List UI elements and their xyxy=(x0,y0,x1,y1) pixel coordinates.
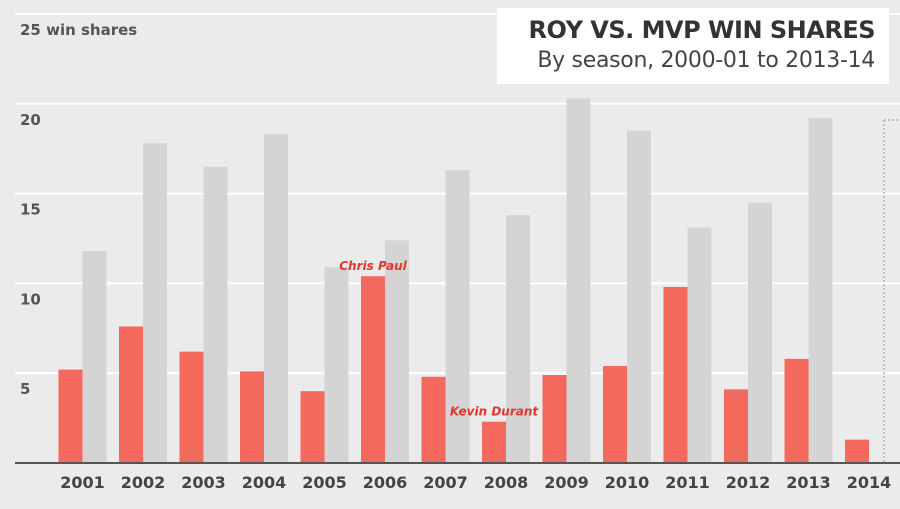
roy-bar xyxy=(240,371,264,463)
mvp-bar xyxy=(687,227,712,463)
bar-annotation: Kevin Durant xyxy=(450,405,540,419)
y-tick-label: 10 xyxy=(20,290,41,308)
roy-bar xyxy=(724,389,748,463)
roy-bar xyxy=(482,421,506,463)
roy-bar xyxy=(58,369,83,463)
bar-annotation: Chris Paul xyxy=(339,259,407,273)
x-tick-label: 2007 xyxy=(423,473,468,492)
bars xyxy=(58,98,900,464)
y-tick-label: 25 win shares xyxy=(20,21,137,39)
roy-bar xyxy=(663,286,688,463)
x-tick-label: 2001 xyxy=(60,473,105,492)
y-tick-label: 5 xyxy=(20,380,30,398)
x-tick-label: 2009 xyxy=(544,473,589,492)
roy-bar xyxy=(361,276,385,463)
mvp-bar xyxy=(324,267,349,463)
chart-title: ROY VS. MVP WIN SHARES xyxy=(528,16,876,44)
roy-bar xyxy=(179,351,204,463)
roy-bar xyxy=(542,374,567,463)
mvp-bar xyxy=(748,202,772,463)
x-tick-label: 2008 xyxy=(484,473,529,492)
y-tick-label: 15 xyxy=(20,201,41,219)
mvp-bar-placeholder xyxy=(883,119,900,464)
x-axis-labels: 2001 2002 2003 2004 2005 2006 2007 2008 2009 2010… xyxy=(60,473,891,492)
mvp-bar xyxy=(385,240,409,463)
mvp-bar xyxy=(82,251,107,463)
x-tick-label: 2010 xyxy=(605,473,650,492)
x-tick-label: 2013 xyxy=(786,473,831,492)
x-tick-label: 2004 xyxy=(242,473,287,492)
x-tick-label: 2011 xyxy=(665,473,710,492)
mvp-bar xyxy=(627,130,651,464)
y-axis-labels: 25 win shares 20 15 10 5 xyxy=(20,21,137,398)
roy-bar xyxy=(603,366,627,463)
title-box: ROY VS. MVP WIN SHARES By season, 2000-0… xyxy=(497,8,889,84)
roy-bar xyxy=(845,439,869,463)
annotations: Chris Paul Kevin Durant xyxy=(339,259,539,418)
chart-subtitle: By season, 2000-01 to 2013-14 xyxy=(537,48,875,73)
y-tick-label: 20 xyxy=(20,111,41,129)
mvp-bar xyxy=(445,170,470,463)
x-tick-label: 2002 xyxy=(121,473,166,492)
x-tick-label: 2005 xyxy=(302,473,347,492)
roy-bar xyxy=(119,326,143,463)
mvp-bar xyxy=(506,215,530,463)
mvp-bar xyxy=(203,166,228,463)
roy-bar xyxy=(784,358,809,463)
x-tick-label: 2003 xyxy=(181,473,226,492)
mvp-bar xyxy=(264,134,288,463)
mvp-bar xyxy=(143,143,167,463)
x-tick-label: 2012 xyxy=(726,473,771,492)
roy-bar xyxy=(300,391,325,463)
x-tick-label: 2014 xyxy=(847,473,892,492)
mvp-bar xyxy=(808,118,833,463)
x-tick-label: 2006 xyxy=(363,473,408,492)
mvp-bar xyxy=(566,98,591,464)
roy-bar xyxy=(421,376,446,463)
